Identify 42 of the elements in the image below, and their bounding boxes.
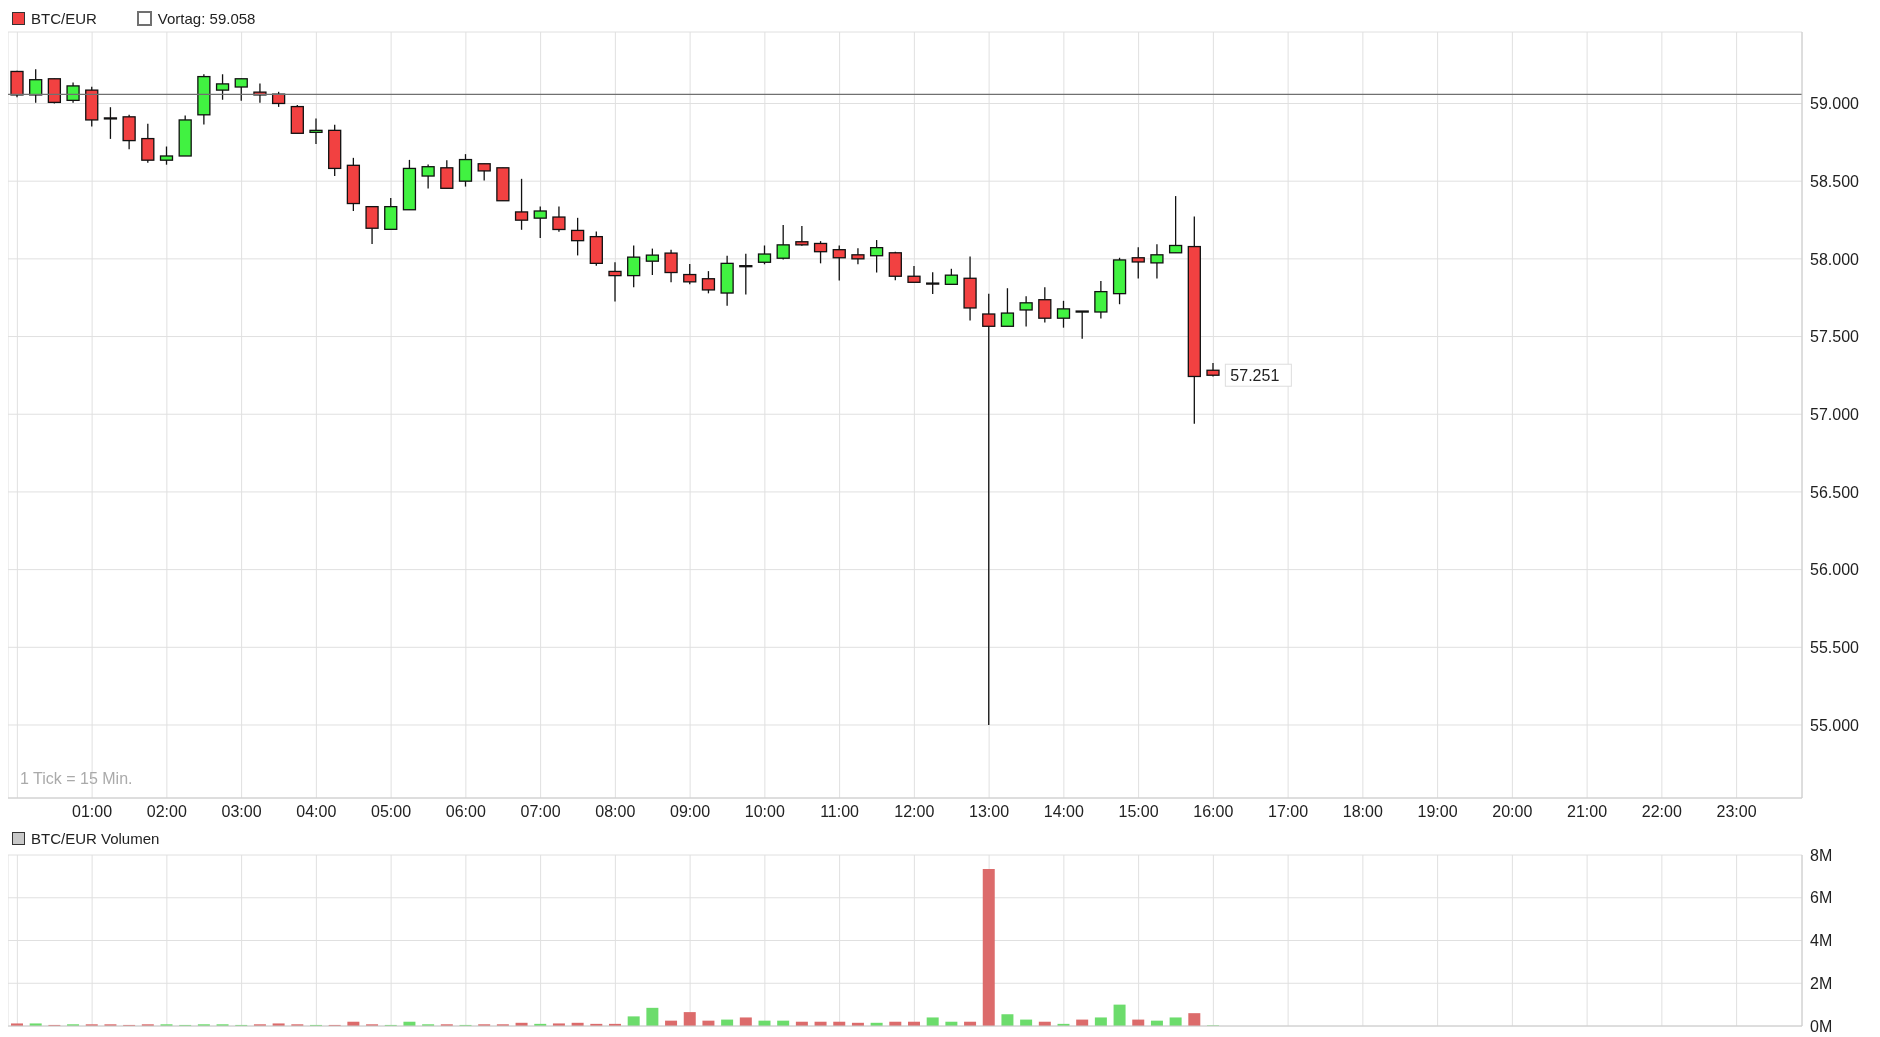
y-tick-label: 56.000 [1810,561,1860,579]
y-tick-label: 0M [1810,1017,1833,1035]
x-tick-label: 03:00 [221,803,262,821]
x-tick-label: 08:00 [595,803,636,821]
annotation: 1 Tick = 15 Min. [20,770,133,788]
x-tick-label: 01:00 [72,803,113,821]
y-tick-label: 59.000 [1810,95,1860,113]
x-tick-label: 19:00 [1417,803,1458,821]
x-tick-label: 11:00 [820,803,860,821]
x-tick-label: 06:00 [445,803,486,821]
x-tick-label: 20:00 [1492,803,1533,821]
y-tick-label: 56.500 [1810,483,1860,501]
x-tick-label: 09:00 [670,803,711,821]
annotation: 57.251 [1230,367,1280,385]
legend-label: Vortag: 59.058 [157,10,256,27]
x-tick-label: 04:00 [296,803,337,821]
y-tick-label: 57.500 [1810,328,1860,346]
x-tick-label: 17:00 [1268,803,1309,821]
x-tick-label: 12:00 [894,803,935,821]
x-tick-label: 07:00 [520,803,561,821]
y-tick-label: 55.500 [1810,638,1860,656]
y-tick-label: 58.000 [1810,250,1860,268]
y-tick-label: 55.000 [1810,716,1860,734]
y-tick-label: 8M [1810,846,1833,864]
y-tick-label: 4M [1810,932,1833,950]
x-tick-label: 22:00 [1641,803,1682,821]
text: BTC/EUR Volumen [31,830,160,847]
y-tick-label: 6M [1810,889,1833,907]
x-tick-label: 15:00 [1118,803,1159,821]
x-tick-label: 13:00 [969,803,1010,821]
y-tick-label: 58.500 [1810,172,1860,190]
x-tick-label: 10:00 [744,803,785,821]
x-tick-label: 02:00 [146,803,187,821]
legend-label: BTC/EUR [31,10,97,27]
x-tick-label: 14:00 [1043,803,1084,821]
x-tick-label: 16:00 [1193,803,1234,821]
x-tick-label: 18:00 [1342,803,1383,821]
y-tick-label: 57.000 [1810,405,1860,423]
x-tick-label: 23:00 [1716,803,1757,821]
y-tick-label: 2M [1810,974,1833,992]
x-tick-label: 05:00 [371,803,412,821]
x-tick-label: 21:00 [1567,803,1608,821]
